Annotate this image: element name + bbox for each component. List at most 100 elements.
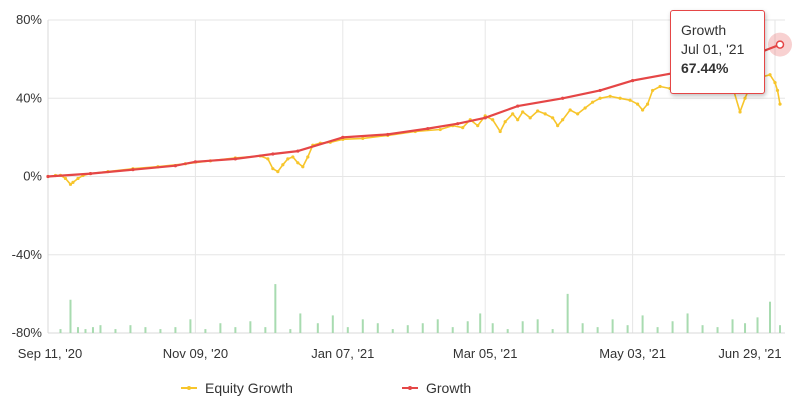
x-tick-label: May 03, '21 — [599, 346, 666, 361]
volume-bar — [114, 329, 117, 333]
x-tick-label: Nov 09, '20 — [163, 346, 228, 361]
volume-bar — [716, 327, 719, 333]
equity-growth-point — [658, 84, 662, 89]
legend-item-growth[interactable]: Growth — [402, 380, 471, 396]
growth-point — [561, 96, 565, 100]
growth-point — [341, 135, 345, 139]
volume-bar — [76, 327, 79, 333]
equity-growth-point — [568, 108, 572, 112]
volume-bar — [551, 329, 554, 333]
growth-point — [456, 122, 460, 126]
growth-point — [386, 132, 390, 137]
hover-marker[interactable] — [768, 32, 793, 57]
legend: Equity Growth Growth — [0, 380, 800, 404]
volume-bar — [234, 327, 237, 333]
hover-point[interactable] — [775, 40, 785, 49]
volume-bar — [159, 329, 162, 333]
volume-bar — [611, 319, 614, 333]
volume-bar — [316, 323, 319, 333]
volume-bar — [421, 323, 424, 333]
equity-growth-point — [598, 96, 602, 100]
growth-point — [88, 171, 93, 176]
volume-bars — [59, 284, 782, 333]
equity-growth-point — [276, 170, 280, 174]
equity-growth-point — [561, 118, 565, 122]
volume-bar — [536, 319, 539, 333]
x-tick-label: Mar 05, '21 — [453, 346, 518, 361]
volume-bar — [129, 325, 132, 333]
volume-bar — [566, 293, 569, 333]
growth-point — [631, 79, 635, 83]
equity-growth-swatch-icon — [181, 383, 197, 393]
volume-bar — [769, 301, 772, 333]
legend-label-equity-growth: Equity Growth — [205, 380, 293, 396]
equity-growth-point — [511, 112, 515, 116]
y-tick-label: 0% — [23, 169, 42, 184]
volume-bar — [626, 325, 629, 333]
equity-growth-point — [650, 88, 655, 93]
equity-growth-point — [640, 108, 645, 112]
volume-bar — [779, 325, 782, 333]
volume-bar — [189, 319, 192, 333]
equity-growth-point — [286, 157, 290, 161]
legend-item-equity-growth[interactable]: Equity Growth — [181, 380, 293, 396]
growth-point — [46, 174, 50, 179]
equity-growth-point — [476, 124, 480, 128]
volume-bar — [479, 313, 482, 333]
volume-bar — [331, 315, 334, 333]
equity-growth-point — [536, 109, 540, 113]
equity-growth-point — [583, 106, 587, 110]
equity-growth-point — [68, 182, 73, 186]
equity-growth-point — [618, 96, 622, 100]
legend-label-growth: Growth — [426, 380, 472, 396]
equity-growth-point — [556, 124, 560, 128]
growth-point — [483, 116, 487, 120]
volume-bar — [144, 327, 147, 333]
volume-bar — [289, 329, 292, 333]
y-tick-label: 80% — [16, 12, 42, 27]
growth-point — [131, 168, 135, 172]
equity-growth-point — [491, 118, 495, 122]
equity-growth-point — [498, 129, 502, 134]
tooltip: Growth Jul 01, '21 67.44% — [670, 10, 765, 94]
growth-swatch-icon — [402, 383, 418, 393]
equity-growth-point — [628, 98, 632, 102]
volume-bar — [69, 299, 72, 333]
volume-bar — [656, 327, 659, 333]
equity-growth-point — [768, 73, 772, 77]
equity-growth-point — [773, 81, 777, 85]
volume-bar — [506, 329, 509, 333]
volume-bar — [406, 325, 409, 333]
equity-growth-point — [76, 176, 80, 181]
x-tick-label: Sep 11, '20 — [18, 346, 82, 361]
volume-bar — [581, 323, 584, 333]
y-tick-label: -40% — [12, 247, 43, 262]
equity-growth-point — [503, 120, 507, 124]
volume-bar — [299, 313, 302, 333]
volume-bar — [174, 327, 177, 333]
x-tick-label: Jan 07, '21 — [311, 346, 374, 361]
equity-growth-point — [306, 155, 310, 159]
y-tick-label: 40% — [16, 90, 42, 105]
growth-point — [271, 152, 275, 156]
volume-bar — [391, 329, 394, 333]
volume-bar — [204, 329, 207, 333]
equity-growth-point — [438, 127, 442, 132]
x-tick-label: Jun 29, '21 — [718, 346, 781, 361]
tooltip-date: Jul 01, '21 — [681, 41, 745, 57]
equity-growth-point — [266, 157, 270, 161]
growth-point — [296, 149, 300, 153]
volume-bar — [521, 321, 524, 333]
equity-growth-point — [296, 161, 300, 165]
tooltip-value: 67.44% — [681, 60, 729, 76]
y-axis-labels: 80% 40% 0% -40% -80% — [12, 12, 43, 340]
volume-bar — [641, 315, 644, 333]
volume-bar — [491, 323, 494, 333]
growth-point — [598, 88, 602, 93]
equity-growth-point — [291, 155, 295, 159]
equity-growth-point — [775, 88, 780, 93]
volume-bar — [219, 323, 222, 333]
volume-bar — [91, 327, 94, 333]
equity-growth-point — [576, 112, 580, 116]
